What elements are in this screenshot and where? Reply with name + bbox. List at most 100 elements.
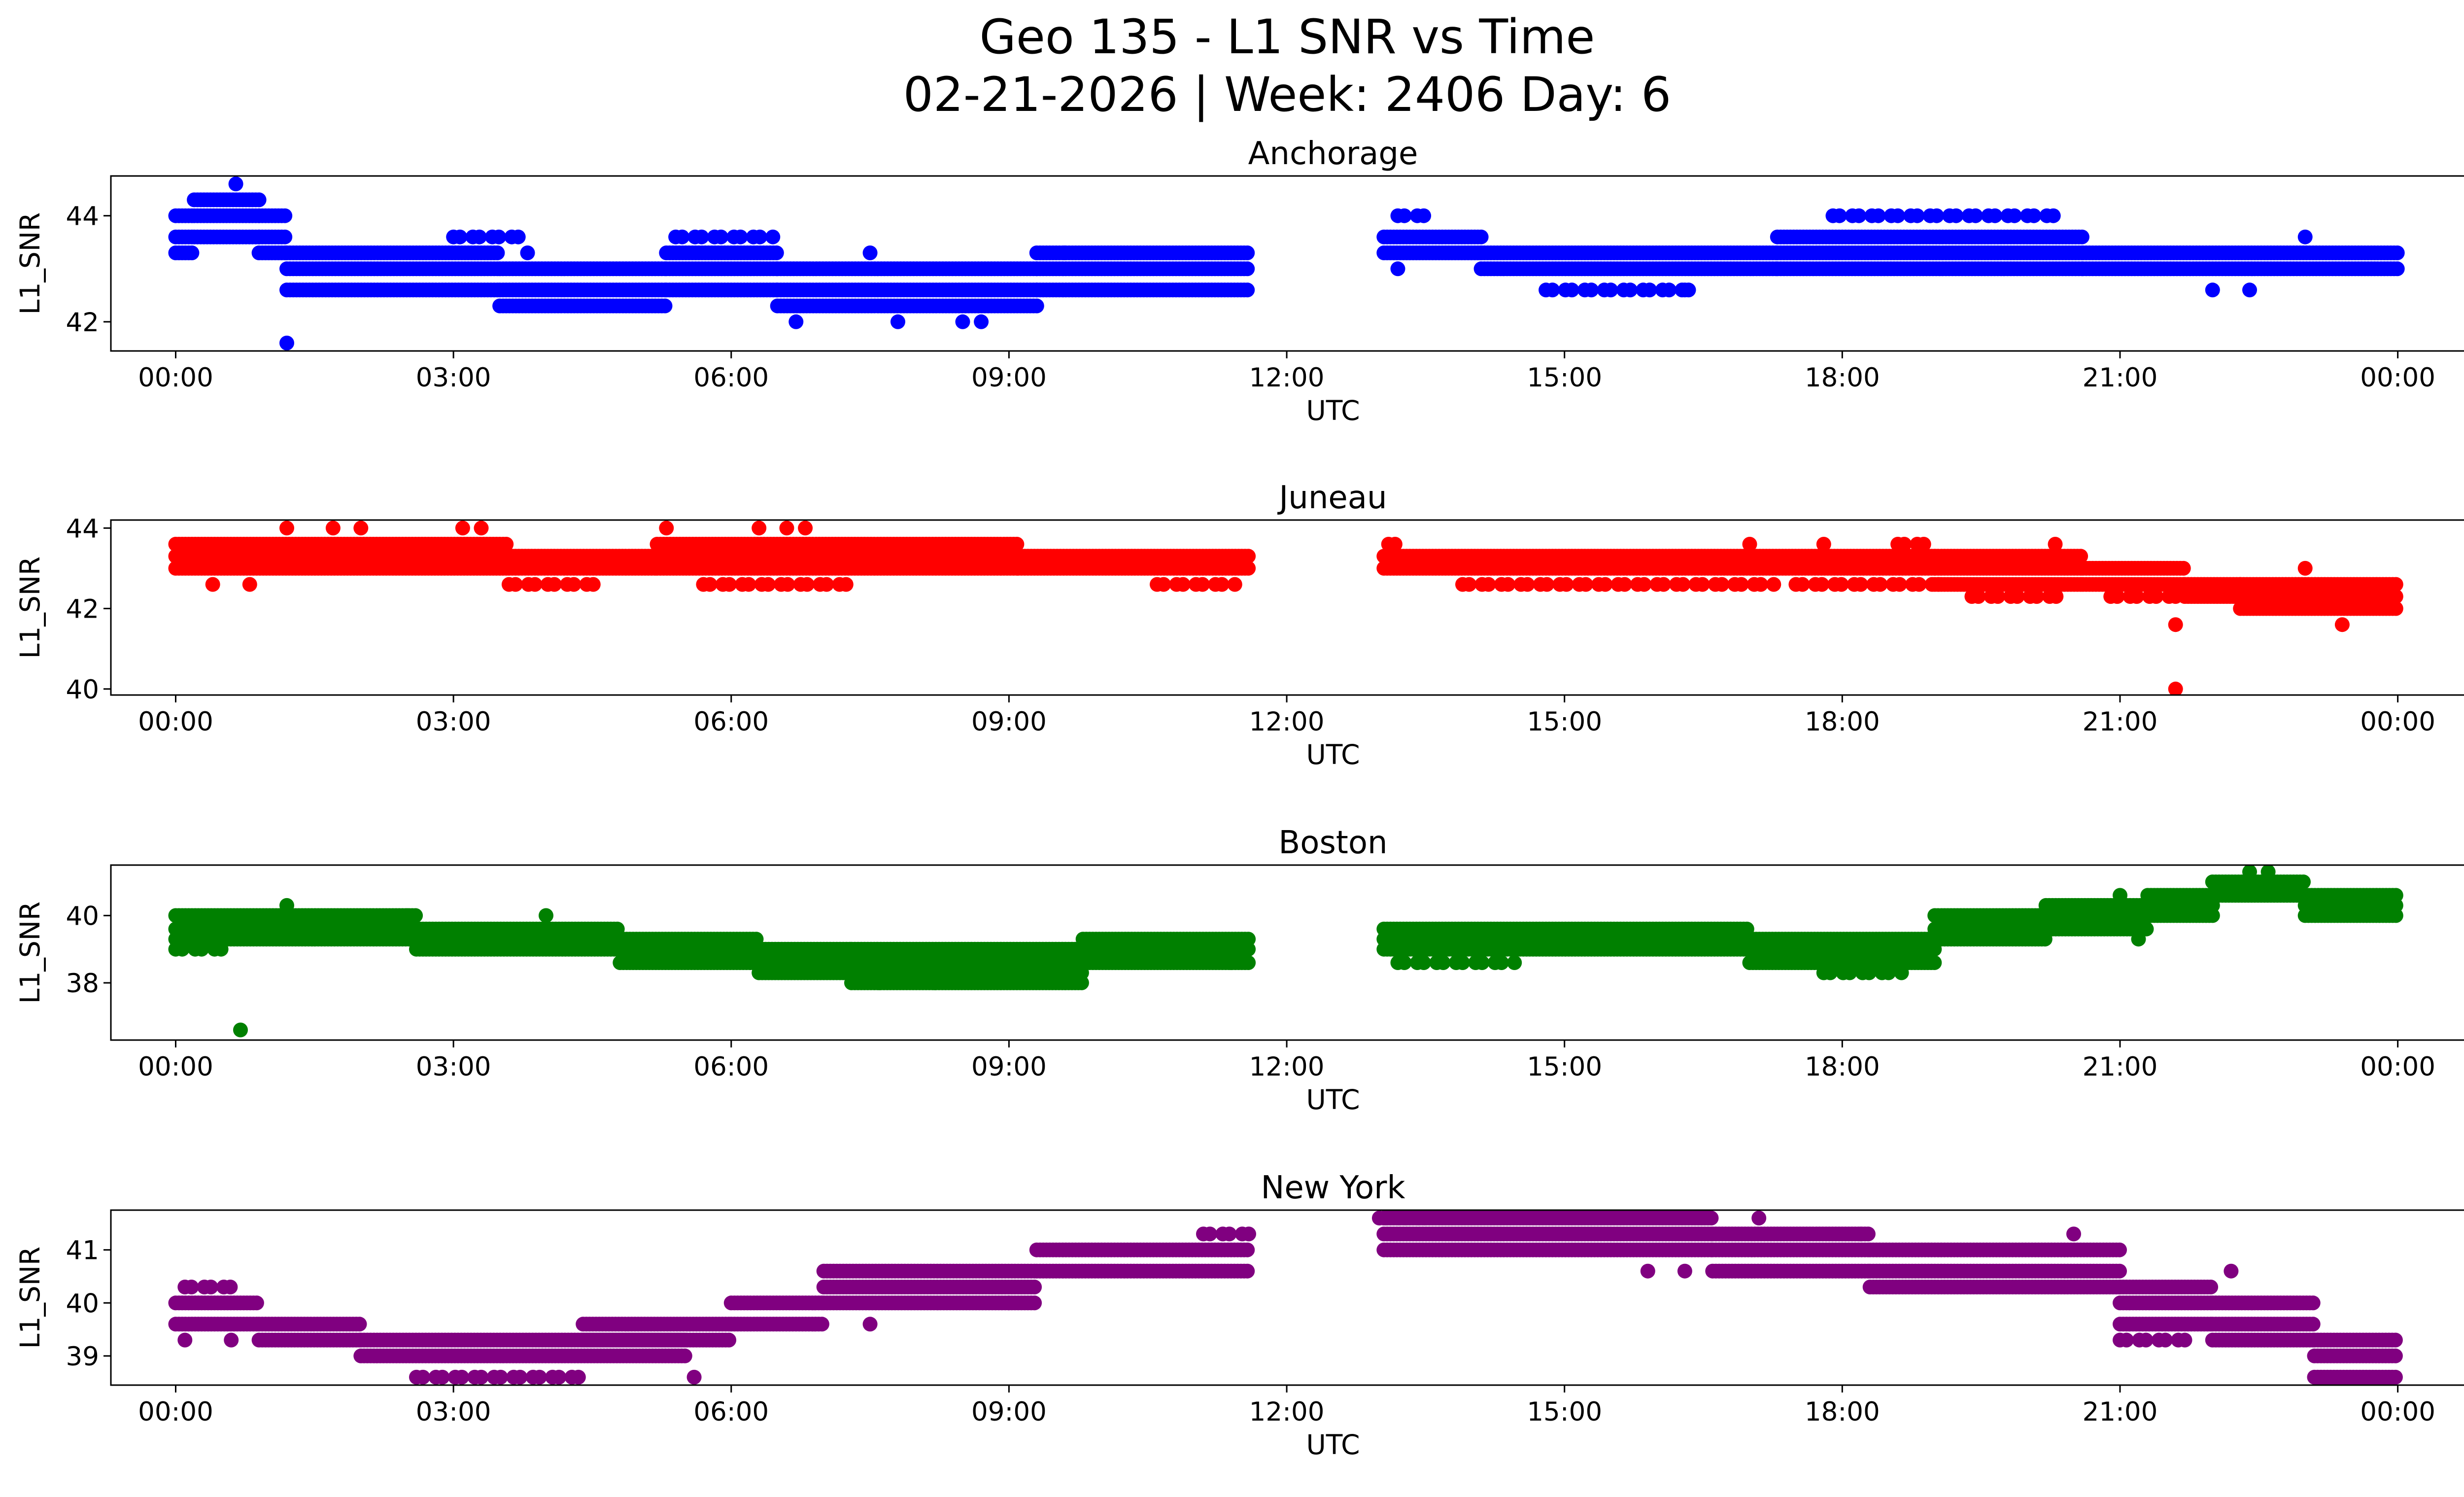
data-point	[326, 521, 341, 535]
data-point	[2168, 682, 2183, 696]
data-point	[1545, 282, 1560, 297]
data-point	[2010, 589, 2024, 604]
subplot-title: Anchorage	[1248, 136, 1418, 172]
data-point	[1734, 577, 1749, 592]
x-tick-label: 15:00	[1527, 707, 1602, 737]
data-point	[455, 521, 470, 535]
data-point	[1949, 209, 1963, 223]
data-point	[2149, 589, 2163, 604]
data-point	[1814, 577, 1829, 592]
data-point	[2176, 561, 2191, 576]
data-point	[1851, 209, 1866, 223]
y-tick-label: 42	[66, 594, 99, 625]
data-point	[659, 521, 674, 535]
data-point	[2049, 589, 2063, 604]
x-tick-label: 09:00	[971, 363, 1047, 393]
data-point	[511, 230, 526, 244]
data-point	[1388, 537, 1403, 552]
data-point	[1677, 282, 1692, 297]
data-point	[586, 577, 601, 592]
x-tick-label: 06:00	[693, 707, 769, 737]
data-point	[353, 521, 368, 535]
data-point	[2242, 282, 2257, 297]
data-point	[1241, 549, 1256, 563]
data-point	[229, 176, 243, 191]
data-point	[472, 230, 487, 244]
x-axis-label: UTC	[1306, 395, 1360, 426]
data-point	[184, 245, 199, 260]
y-axis-label: L1_SNR	[14, 212, 46, 314]
subplot-title: Juneau	[1277, 480, 1387, 516]
data-point	[1474, 230, 1489, 244]
data-point	[547, 577, 562, 592]
y-tick-label: 44	[66, 514, 99, 544]
data-point	[798, 521, 813, 535]
data-point	[1916, 537, 1931, 552]
x-tick-label: 03:00	[416, 707, 491, 737]
data-point	[491, 230, 506, 244]
data-point	[1929, 209, 1944, 223]
data-point	[2389, 577, 2403, 592]
data-point	[2205, 282, 2220, 297]
data-point	[1910, 209, 1925, 223]
data-point	[2335, 617, 2350, 632]
data-point	[508, 577, 523, 592]
x-tick-label: 06:00	[693, 363, 769, 393]
data-point	[780, 577, 795, 592]
data-point	[452, 230, 467, 244]
x-tick-label: 09:00	[971, 707, 1047, 737]
data-point	[1397, 209, 1412, 223]
data-point	[1240, 245, 1255, 260]
y-axis-label: L1_SNR	[14, 557, 46, 659]
x-tick-label: 21:00	[2083, 363, 2158, 393]
data-point	[1617, 577, 1632, 592]
data-point	[722, 577, 737, 592]
data-point	[780, 521, 794, 535]
data-point	[956, 314, 970, 329]
data-point	[2048, 537, 2063, 552]
x-axis-label: UTC	[1306, 739, 1360, 770]
data-point	[839, 577, 854, 592]
data-point	[761, 577, 776, 592]
x-tick-label: 12:00	[1249, 707, 1325, 737]
data-point	[1240, 261, 1255, 276]
data-point	[1584, 282, 1599, 297]
data-point	[1391, 261, 1405, 276]
data-point	[1565, 282, 1579, 297]
x-tick-label: 00:00	[138, 707, 213, 737]
x-tick-label: 21:00	[2083, 707, 2158, 737]
data-point	[1912, 577, 1926, 592]
data-point	[1416, 209, 1431, 223]
data-point	[742, 577, 756, 592]
data-point	[2168, 617, 2183, 632]
data-point	[277, 230, 292, 244]
data-point	[1676, 577, 1690, 592]
data-point	[1656, 577, 1671, 592]
data-point	[566, 577, 581, 592]
data-point	[474, 521, 489, 535]
data-point	[1241, 932, 1256, 946]
data-point	[1968, 209, 1983, 223]
data-point	[752, 521, 766, 535]
data-point	[1662, 282, 1677, 297]
data-point	[1832, 209, 1847, 223]
data-point	[279, 336, 294, 350]
data-point	[1834, 577, 1849, 592]
data-point	[528, 577, 543, 592]
data-point	[1873, 577, 1887, 592]
data-point	[1520, 577, 1535, 592]
data-point	[2168, 589, 2183, 604]
data-point	[2298, 230, 2313, 244]
data-point	[1743, 537, 1757, 552]
data-point	[1598, 577, 1612, 592]
data-point	[863, 245, 878, 260]
data-point	[2390, 245, 2405, 260]
x-tick-label: 15:00	[1527, 363, 1602, 393]
data-point	[1853, 577, 1868, 592]
data-point	[1228, 577, 1242, 592]
data-point	[279, 521, 294, 535]
data-point	[1604, 282, 1618, 297]
x-tick-label: 18:00	[1805, 707, 1880, 737]
